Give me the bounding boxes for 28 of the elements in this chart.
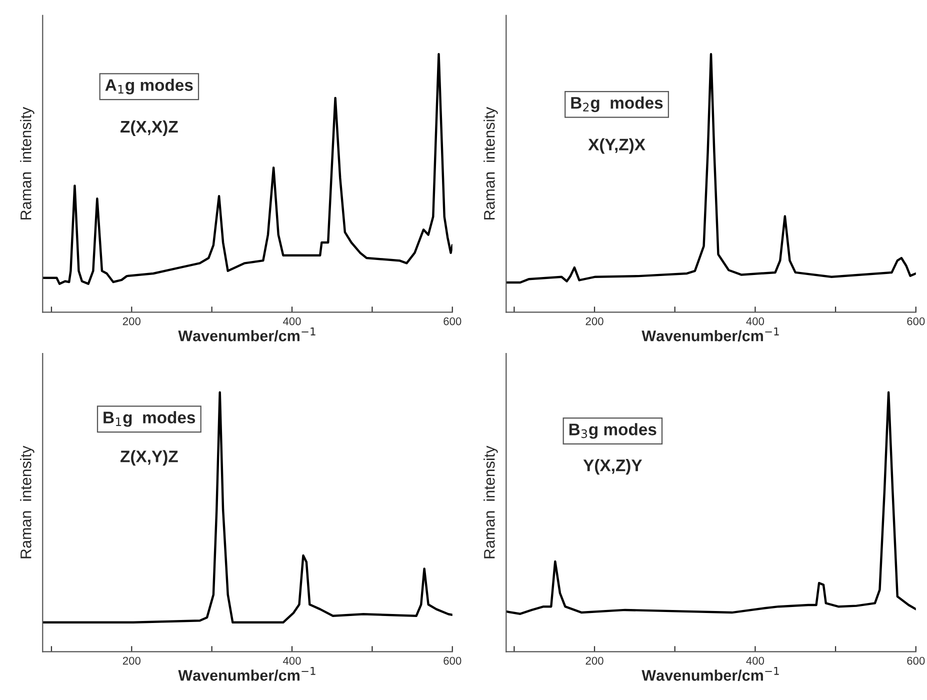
annotation: A$_{1}$g modes — [105, 78, 193, 94]
y-axis-title: Raman intensity — [484, 446, 498, 558]
y-axis-title: Raman intensity — [20, 106, 34, 220]
x-tick-label: 200 — [586, 656, 604, 665]
annotation: X(Y,Z)X — [588, 138, 646, 154]
x-tick-label: 200 — [122, 317, 140, 326]
x-axis-title: Wavenumber/cm$^{−1}$ — [178, 667, 316, 681]
x-tick-label: 400 — [282, 656, 301, 665]
x-tick-label: 200 — [586, 317, 604, 326]
x-tick-label: 600 — [444, 317, 462, 326]
x-tick-label: 400 — [746, 656, 764, 665]
x-tick-label: 600 — [907, 317, 925, 326]
x-tick-label: 200 — [122, 656, 140, 665]
x-axis-title: Wavenumber/cm$^{−1}$ — [178, 328, 316, 342]
annotation: Y(X,Z)Y — [583, 459, 642, 475]
annotation: Z(X,X)Z — [120, 120, 178, 136]
y-axis-title: Raman intensity — [484, 106, 498, 220]
x-tick-label: 600 — [907, 656, 925, 665]
annotation: B$_{2}$g modes — [571, 96, 663, 112]
x-tick-label: 400 — [282, 317, 301, 326]
y-axis-title: Raman intensity — [20, 446, 34, 558]
annotation: Z(X,Y)Z — [120, 450, 178, 466]
x-tick-label: 400 — [746, 317, 764, 326]
x-tick-label: 600 — [444, 656, 462, 665]
x-axis-title: Wavenumber/cm$^{−1}$ — [642, 667, 779, 681]
annotation: B$_{1}$g modes — [104, 411, 196, 427]
x-axis-title: Wavenumber/cm$^{−1}$ — [642, 328, 779, 342]
annotation: B$_{3}$g modes — [569, 423, 656, 439]
